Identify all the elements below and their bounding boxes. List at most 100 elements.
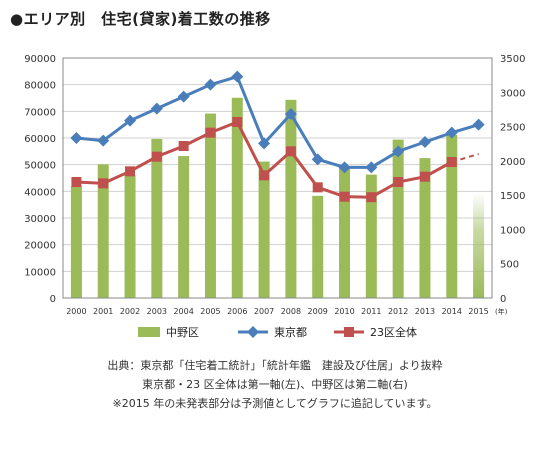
data-point: [338, 161, 351, 174]
x-axis-tick-label: 2006: [227, 307, 247, 316]
data-point: [71, 177, 82, 187]
left-axis-tick-label: 50000: [24, 161, 56, 172]
legend-label: 東京都: [274, 325, 307, 339]
right-axis-tick-label: 2500: [500, 123, 525, 134]
left-axis-tick-label: 10000: [24, 267, 56, 278]
data-point: [311, 153, 324, 166]
data-point: [177, 90, 190, 103]
data-point: [312, 182, 323, 193]
legend-label: 中野区: [166, 326, 199, 339]
x-axis-tick-label: 2004: [173, 307, 193, 316]
plot-frame: [62, 57, 493, 299]
right-axis-tick-label: 1000: [500, 225, 525, 236]
data-point: [205, 127, 216, 138]
data-point: [365, 161, 378, 174]
data-point: [70, 132, 83, 144]
right-axis-tick-label: 3500: [500, 54, 525, 65]
right-axis-tick-label: 500: [500, 260, 519, 271]
left-axis-tick-label: 60000: [24, 134, 56, 145]
bar: [97, 164, 109, 298]
chart-plot: 0100002000030000400005000060000700008000…: [24, 54, 525, 339]
note-line: ※2015 年の未発表部分は予測値としてグラフに追記しています。: [112, 397, 438, 410]
left-axis-tick-label: 70000: [24, 107, 56, 118]
right-axis-tick-label: 0: [500, 294, 506, 305]
x-axis-tick-label: 2005: [200, 307, 220, 316]
right-axis-tick-label: 3000: [500, 88, 525, 99]
series-line: [76, 74, 480, 169]
bar: [178, 156, 190, 298]
data-point: [204, 78, 217, 91]
bar: [392, 139, 404, 298]
x-axis-tick-label: 2002: [120, 307, 140, 316]
legend-marker: [247, 326, 259, 338]
x-axis-tick-label: 2010: [334, 307, 354, 316]
bar: [151, 138, 163, 298]
data-point: [392, 145, 405, 158]
legend-label: 23区全体: [370, 325, 417, 339]
note-line: 出典：東京都「住宅着工統計」「統計年鑑 建設及び住居」より抜粋: [107, 359, 443, 372]
data-point: [125, 166, 136, 177]
x-axis-tick-label: 2011: [361, 307, 381, 316]
x-axis-tick-label: 2000: [66, 307, 86, 316]
x-axis-tick-label: 2012: [388, 307, 408, 316]
legend: 中野区 東京都 23区全体: [138, 325, 417, 339]
bar: [258, 161, 270, 298]
bar: [70, 186, 82, 298]
left-axis-tick-label: 80000: [24, 81, 56, 92]
right-axis-tick-label: 2000: [500, 157, 525, 168]
data-point: [258, 137, 271, 150]
x-axis-tick-label: 2015: [468, 307, 488, 316]
data-point: [419, 171, 430, 182]
line-series: [70, 70, 485, 203]
left-axis-tick-label: 0: [50, 294, 56, 305]
data-point: [178, 141, 189, 151]
data-point: [97, 134, 110, 147]
left-axis-tick-label: 30000: [24, 214, 56, 225]
x-axis-tick-label: 2007: [254, 307, 274, 316]
bar: [339, 166, 351, 298]
data-point: [285, 146, 296, 157]
legend-swatch: [138, 327, 160, 337]
bar: [473, 193, 485, 298]
bar: [231, 97, 243, 299]
data-point: [366, 192, 377, 203]
data-point: [232, 117, 243, 127]
left-axis-tick-label: 40000: [24, 187, 56, 198]
bar: [312, 195, 324, 298]
bar: [419, 158, 431, 298]
bar-series-nakano: [70, 97, 485, 299]
data-point: [259, 170, 270, 181]
data-point: [418, 136, 431, 148]
note-line: 東京都・23 区全体は第一軸(左)、中野区は第二軸(右): [142, 378, 408, 391]
data-point: [472, 118, 485, 131]
x-axis-tick-label: 2003: [147, 307, 167, 316]
data-point: [339, 191, 350, 202]
legend-marker: [344, 327, 354, 337]
data-point: [393, 177, 404, 187]
data-point: [150, 102, 163, 115]
x-axis-unit: (年): [495, 307, 508, 316]
left-axis-tick-label: 90000: [24, 54, 56, 65]
bar: [285, 99, 297, 298]
data-point: [284, 108, 297, 120]
bar: [365, 174, 377, 298]
left-axis-tick-label: 20000: [24, 241, 56, 252]
bar: [204, 113, 216, 299]
x-axis-tick-label: 2008: [281, 307, 301, 316]
data-point: [446, 157, 457, 167]
data-point: [231, 70, 244, 83]
axes: 0100002000030000400005000060000700008000…: [24, 54, 525, 316]
bar: [124, 175, 136, 298]
data-point: [151, 151, 162, 162]
right-axis-tick-label: 1500: [500, 191, 525, 202]
data-point: [445, 126, 458, 139]
x-axis-tick-label: 2001: [93, 307, 113, 316]
x-axis-tick-label: 2014: [442, 307, 462, 316]
data-point: [124, 114, 137, 127]
source-notes: 出典：東京都「住宅着工統計」「統計年鑑 建設及び住居」より抜粋 東京都・23 区…: [0, 356, 550, 413]
x-axis-tick-label: 2009: [308, 307, 328, 316]
x-axis-tick-label: 2013: [415, 307, 435, 316]
bar: [446, 134, 458, 298]
data-point: [98, 178, 109, 189]
